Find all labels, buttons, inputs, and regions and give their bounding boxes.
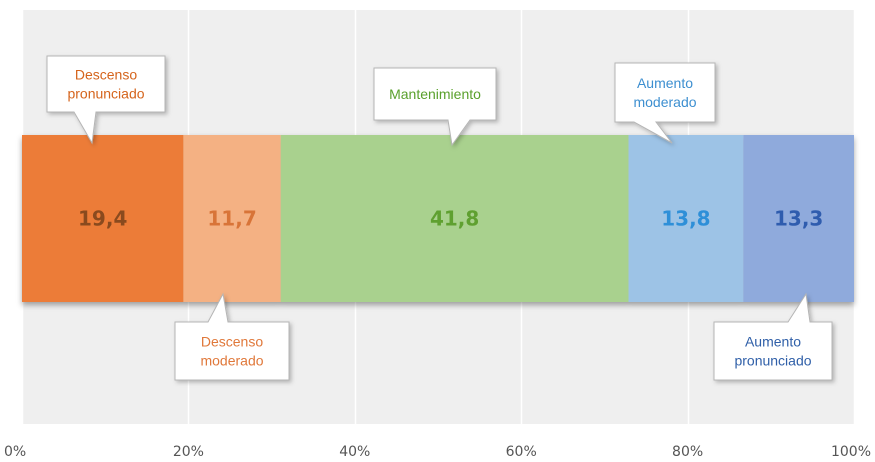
- bar-segment-descenso-moderado: [183, 135, 281, 302]
- callout-label: Mantenimiento: [389, 86, 481, 102]
- x-tick-label: 100%: [831, 444, 871, 460]
- x-tick-label: 60%: [506, 444, 537, 460]
- bar-segment-mantenimiento: [280, 135, 629, 302]
- x-axis-ticks: 0% 20% 40% 60% 80% 100%: [4, 444, 871, 460]
- bar-segment-aumento-moderado: [628, 135, 744, 302]
- callout-aumento-pronunciado: [713, 292, 833, 381]
- callout-label: Aumento moderado: [633, 75, 696, 110]
- segment-callouts: Descenso pronunciado Descenso moderado Mante…: [46, 55, 833, 381]
- callout-label: Descenso moderado: [200, 334, 263, 369]
- segment-value-label: 13,8: [661, 207, 710, 231]
- bar-segments: [22, 135, 854, 302]
- segment-value-label: 19,4: [78, 207, 127, 231]
- callout-mantenimiento: [373, 67, 497, 147]
- x-tick-label: 80%: [672, 444, 703, 460]
- bar-segment-descenso-pronunciado: [22, 135, 184, 302]
- bar: [22, 135, 854, 302]
- x-tick-label: 0%: [4, 444, 26, 460]
- callout-descenso-pronunciado: [46, 55, 166, 145]
- segment-values: 19,4 11,7 41,8 13,8 13,3: [78, 207, 823, 231]
- callout-label: Descenso pronunciado: [67, 67, 144, 102]
- callout-box: [373, 67, 497, 147]
- callout-box: [614, 62, 716, 144]
- segment-value-label: 13,3: [774, 207, 823, 231]
- callout-descenso-moderado: [174, 292, 290, 381]
- callout-box: [713, 292, 833, 381]
- callout-label: Aumento pronunciado: [734, 334, 811, 369]
- x-tick-label: 40%: [339, 444, 370, 460]
- callout-aumento-moderado: [614, 62, 716, 144]
- segment-value-label: 11,7: [207, 207, 256, 231]
- x-tick-label: 20%: [173, 444, 204, 460]
- bar-segment-aumento-pronunciado: [743, 135, 854, 302]
- callout-box: [46, 55, 166, 145]
- callout-box: [174, 292, 290, 381]
- segment-value-label: 41,8: [430, 207, 479, 231]
